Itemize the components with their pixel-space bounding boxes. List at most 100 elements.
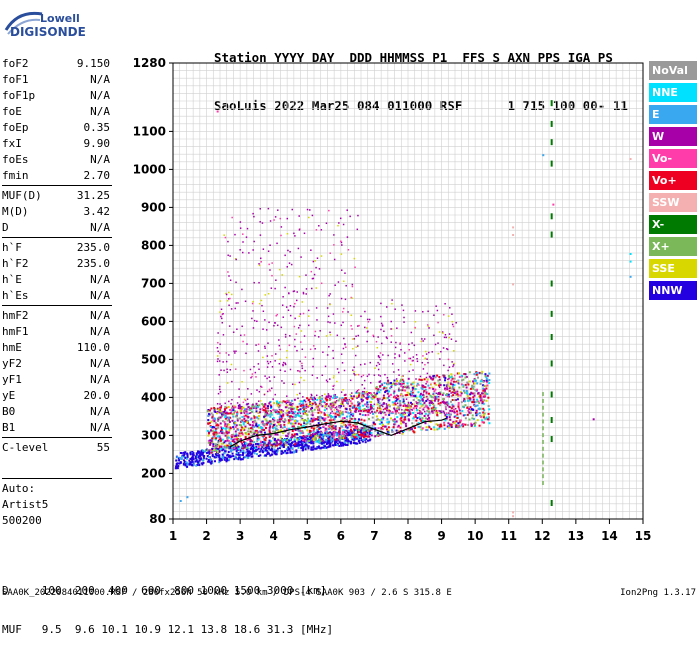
echo-point [445,413,448,416]
echo-point [337,371,340,374]
echo-point [240,407,243,410]
echo-point [439,423,442,426]
echo-point [426,418,429,421]
echo-point [268,376,271,378]
echo-point [550,334,553,341]
echo-point [354,436,357,439]
echo-point [395,420,398,423]
echo-point [279,410,282,413]
echo-point [349,215,351,218]
echo-point [324,397,327,400]
echo-point [447,369,449,372]
echo-point [335,399,338,402]
echo-point [433,399,436,402]
echo-point [263,423,266,426]
echo-point [236,419,239,422]
echo-point [366,433,369,436]
echo-point [214,408,217,411]
echo-point [344,399,347,402]
echo-point [267,414,270,417]
echo-point [245,236,248,238]
echo-point [433,390,436,393]
echo-point [239,449,242,452]
echo-point [251,428,254,431]
echo-point [295,449,298,452]
echo-point [388,413,391,416]
echo-point [225,293,228,296]
echo-point [431,386,434,389]
echo-point [256,404,259,407]
echo-point [479,414,482,417]
echo-point [396,398,399,401]
echo-point [629,275,632,278]
echo-point [304,446,307,449]
echo-point [224,450,227,453]
echo-point [448,389,451,392]
echo-point [357,435,360,438]
echo-point [444,419,447,422]
echo-point [345,346,347,348]
echo-point [421,386,424,389]
echo-point [252,249,254,251]
echo-point [377,361,379,364]
echo-point [219,343,221,346]
echo-point [433,394,435,397]
echo-point [462,423,465,426]
echo-point [438,382,441,385]
echo-point [430,383,433,386]
echo-point [236,438,239,441]
echo-point [550,310,553,317]
echo-point [354,442,357,445]
echo-point [319,403,322,406]
echo-point [199,454,202,457]
echo-point [322,401,325,404]
echo-point [210,420,213,423]
echo-point [385,306,388,308]
echo-point [298,411,301,414]
echo-point [252,212,254,215]
echo-point [478,371,481,374]
echo-point [378,363,381,366]
echo-point [260,432,263,435]
echo-point [216,360,219,363]
echo-point [247,402,250,405]
echo-point [329,433,332,436]
echo-point [411,389,414,391]
echo-point [287,292,290,294]
echo-point [226,439,229,442]
echo-point [444,303,446,305]
echo-point [439,401,442,404]
echo-point [245,454,248,457]
echo-point [394,396,396,398]
echo-point [287,407,290,410]
echo-point [234,406,237,409]
echo-point [328,294,330,297]
echo-point [263,415,266,418]
echo-point [471,384,474,387]
echo-point [284,442,287,445]
echo-point [216,355,219,357]
param-row: MUF(D) 31.25 [2,188,112,204]
echo-point [438,331,441,333]
echo-point [297,397,299,400]
echo-point [416,412,419,415]
echo-point [413,385,416,388]
echo-point [272,416,275,419]
echo-point [365,409,368,412]
echo-point [218,461,221,464]
echo-point [369,407,372,410]
echo-point [424,404,427,407]
echo-point [408,404,411,407]
echo-point [194,455,197,458]
echo-point [258,404,261,407]
echo-point [360,375,363,378]
echo-point [378,412,380,414]
echo-point [356,437,359,440]
echo-point [226,368,228,371]
echo-point [419,402,422,405]
echo-point [192,452,195,455]
echo-point [388,403,391,406]
echo-point [265,419,268,422]
echo-point [312,448,315,451]
echo-point [319,433,322,436]
